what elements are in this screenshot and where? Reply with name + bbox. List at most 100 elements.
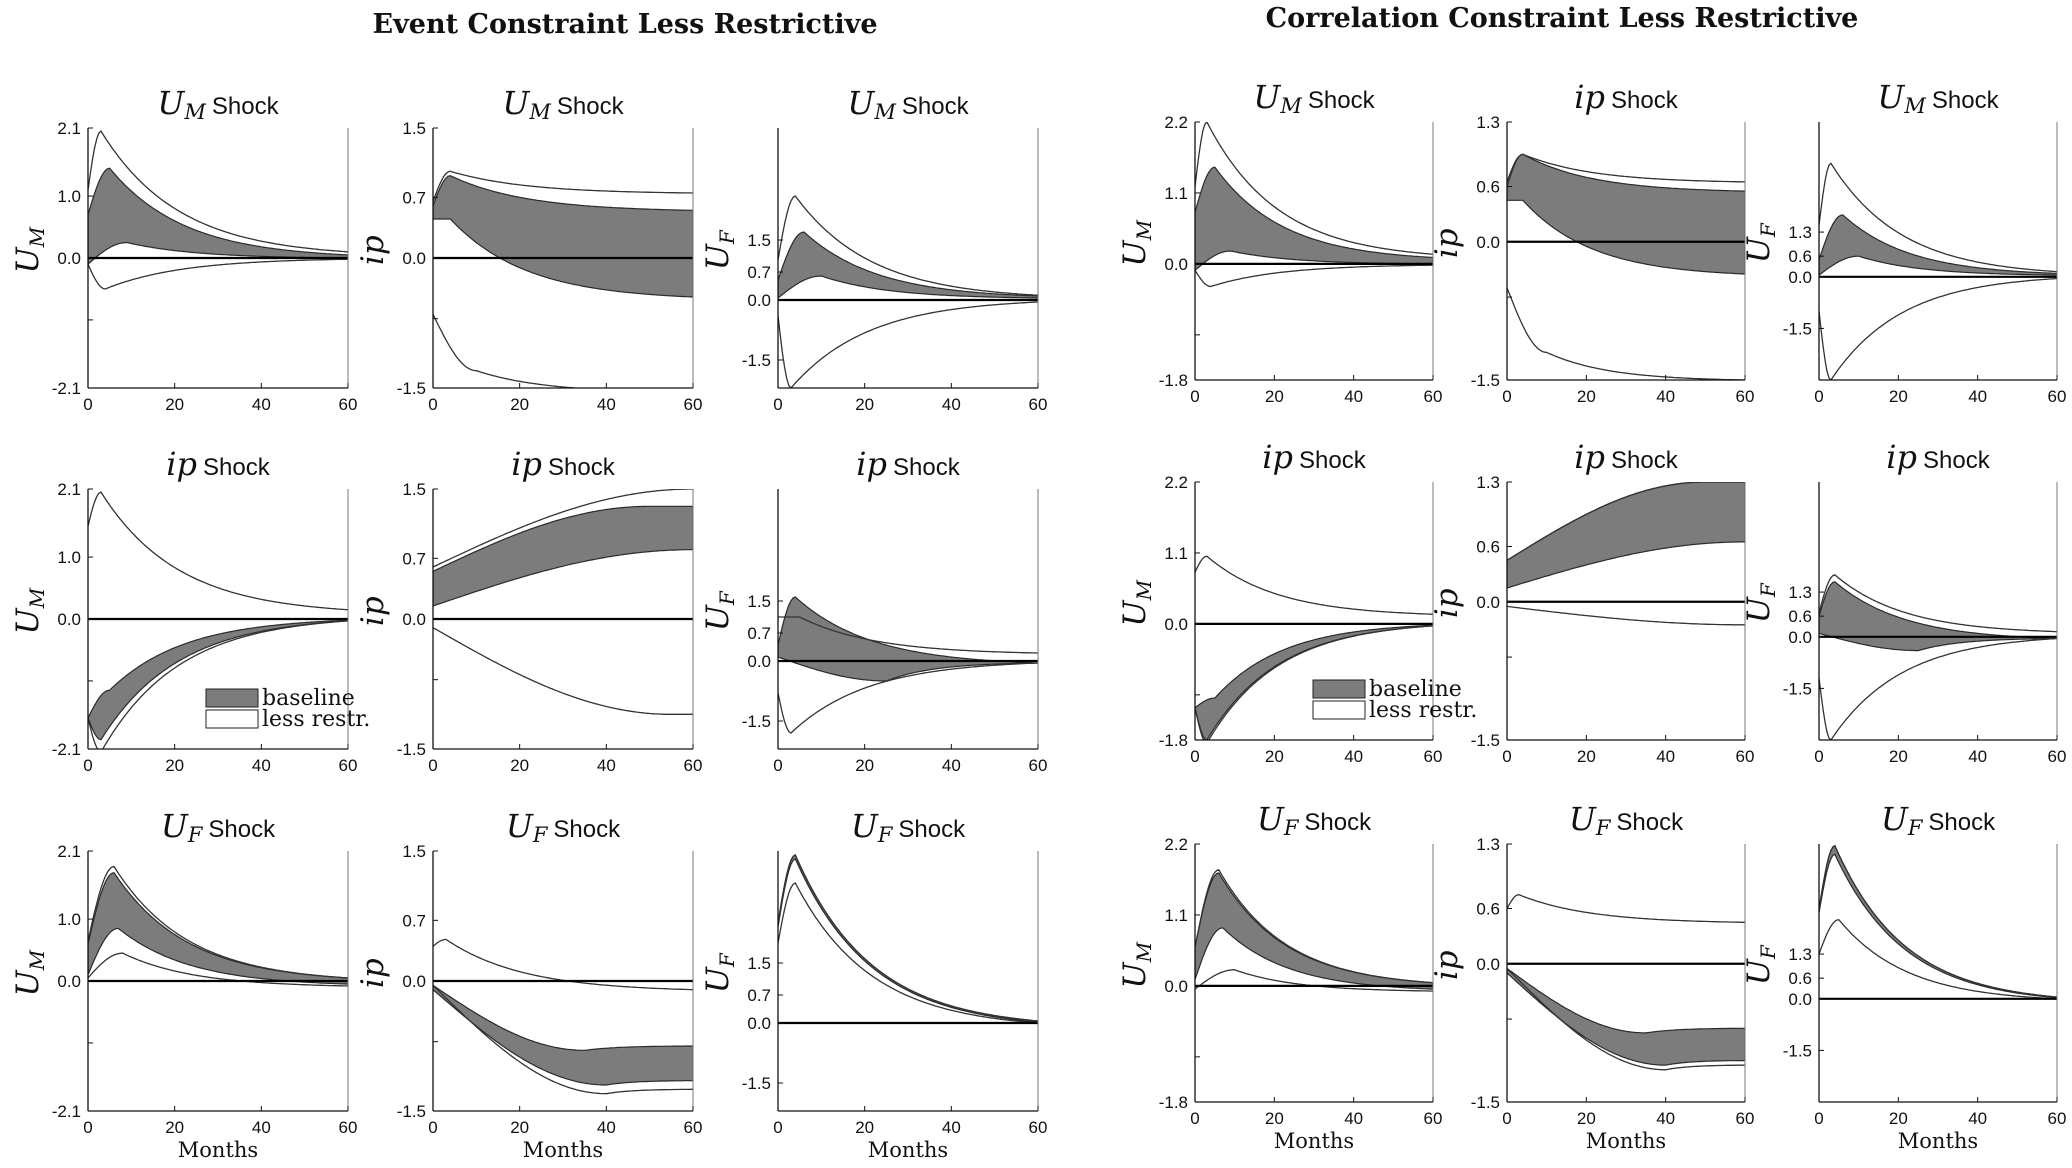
y-tick-label: 0.0 <box>402 610 426 629</box>
y-axis-label: UM <box>1117 219 1156 266</box>
panel-title: UM Shock <box>1877 78 1999 118</box>
y-axis-label: UF <box>700 952 739 993</box>
x-tick-label: 40 <box>1968 1109 1987 1128</box>
y-tick-label: 0.7 <box>747 624 771 643</box>
y-tick-label: 1.3 <box>1788 945 1812 964</box>
x-axis-label: Months <box>1274 1129 1354 1153</box>
panel-left-1-2: 1.5 0.7 0.0 -1.5 0 20 40 60 ip Shock UF <box>700 445 1047 775</box>
x-tick-label: 40 <box>1344 387 1363 406</box>
x-tick-label: 20 <box>1577 1109 1596 1128</box>
less-restrictive-lower-line <box>778 882 1038 1024</box>
less-restrictive-lower-line <box>1819 277 2057 380</box>
less-restrictive-lower-line <box>1195 264 1433 288</box>
panel-left-2-0: 2.1 1.0 0.0 -2.10 20 40 60 UF Shock UM Months <box>10 807 357 1162</box>
less-restrictive-upper-line <box>1195 869 1433 984</box>
panel-left-0-1: 1.5 0.7 0.0 -1.50 20 40 60 UM Shock ip <box>355 84 702 414</box>
y-tick-label: 1.3 <box>1476 835 1500 854</box>
y-tick-label: -1.8 <box>1159 731 1188 750</box>
panel-right-0-0: 2.2 1.1 0.0 -1.80 20 40 60 UM Shock UM <box>1117 78 1442 406</box>
x-tick-label: 20 <box>855 395 874 414</box>
panel-right-2-1: 1.3 0.6 0.0 -1.50 20 40 60 UF Shock ip Months <box>1429 800 1754 1153</box>
panel-title: ip Shock <box>511 445 615 483</box>
y-tick-label: 0.0 <box>1788 268 1812 287</box>
y-axis-label: ip <box>355 235 391 265</box>
legend-less-label: less restr. <box>262 707 370 732</box>
y-tick-label: 0.0 <box>1164 977 1188 996</box>
x-tick-label: 60 <box>339 1118 358 1137</box>
y-tick-label: 0.6 <box>1788 969 1812 988</box>
panel-title: ip Shock <box>166 445 270 483</box>
x-tick-label: 60 <box>2048 747 2067 766</box>
y-tick-label: -1.5 <box>742 712 771 731</box>
less-restrictive-lower-line <box>433 627 693 715</box>
x-tick-label: 20 <box>1265 387 1284 406</box>
x-tick-label: 20 <box>165 1118 184 1137</box>
y-tick-label: 0.7 <box>402 549 426 568</box>
panel-title: UM Shock <box>157 84 279 124</box>
x-tick-label: 40 <box>1344 747 1363 766</box>
x-tick-label: 40 <box>942 756 961 775</box>
y-tick-label: 1.5 <box>402 842 426 861</box>
y-tick-label: -1.5 <box>1783 679 1812 698</box>
y-tick-label: 1.5 <box>747 954 771 973</box>
x-axis-label: Months <box>178 1138 258 1162</box>
x-tick-label: 20 <box>855 1118 874 1137</box>
y-tick-label: -2.1 <box>52 379 81 398</box>
less-restrictive-lower-line <box>778 662 1038 734</box>
panel-right-2-0: 2.2 1.1 0.0 -1.80 20 40 60 UF Shock UM Months <box>1117 800 1442 1153</box>
y-tick-label: -1.5 <box>1783 1041 1812 1060</box>
y-axis-label: UM <box>10 226 49 273</box>
y-tick-label: 0.0 <box>1476 593 1500 612</box>
baseline-band <box>88 167 348 265</box>
less-restrictive-lower-line <box>1819 637 2057 740</box>
y-tick-label: 2.1 <box>57 480 81 499</box>
y-tick-label: -1.5 <box>397 379 426 398</box>
less-restrictive-upper-line <box>1507 482 1745 561</box>
baseline-band <box>433 505 693 607</box>
y-tick-label: 0.0 <box>1788 990 1812 1009</box>
less-restrictive-upper-line <box>433 938 693 991</box>
baseline-band <box>1819 581 2057 652</box>
y-tick-label: 0.0 <box>747 291 771 310</box>
baseline-band <box>1507 482 1745 589</box>
baseline-band <box>88 619 348 741</box>
panel-title: UF Shock <box>1257 800 1372 840</box>
x-tick-label: 0 <box>83 756 92 775</box>
y-axis-label: ip <box>355 596 391 626</box>
panel-title: UM Shock <box>502 84 624 124</box>
x-tick-label: 40 <box>942 1118 961 1137</box>
panel-right-0-1: 1.3 0.6 0.0 -1.50 20 40 60 ip Shock ip <box>1429 78 1754 406</box>
y-tick-label: 0.7 <box>747 986 771 1005</box>
y-axis-label: UM <box>10 949 49 996</box>
legend-baseline-swatch <box>205 688 259 708</box>
less-restrictive-upper-line <box>1819 844 2057 998</box>
y-tick-label: -1.5 <box>397 1102 426 1121</box>
y-tick-label: 0.0 <box>402 972 426 991</box>
y-axis-label: UF <box>1741 222 1780 263</box>
y-tick-label: 1.0 <box>57 910 81 929</box>
x-tick-label: 20 <box>1889 387 1908 406</box>
y-axis-label: UM <box>1117 579 1156 626</box>
y-tick-label: -1.5 <box>397 740 426 759</box>
x-tick-label: 60 <box>1424 387 1443 406</box>
x-axis-label: Months <box>523 1138 603 1162</box>
baseline-band <box>1195 872 1433 990</box>
y-tick-label: 2.2 <box>1164 835 1188 854</box>
y-tick-label: 0.0 <box>1788 628 1812 647</box>
less-restrictive-upper-line <box>88 130 348 253</box>
less-restrictive-upper-line <box>1195 122 1433 255</box>
x-tick-label: 20 <box>510 395 529 414</box>
y-axis-label: UF <box>1741 944 1780 985</box>
x-tick-label: 0 <box>1190 1109 1199 1128</box>
x-tick-label: 20 <box>510 1118 529 1137</box>
x-tick-label: 60 <box>1736 747 1755 766</box>
panel-right-1-2: 1.3 0.6 0.0 -1.5 0 20 40 60 ip Shock UF <box>1741 438 2066 766</box>
less-restrictive-lower-line <box>88 952 348 987</box>
y-tick-label: 0.0 <box>57 610 81 629</box>
y-tick-label: 0.7 <box>402 911 426 930</box>
y-axis-label: ip <box>1429 228 1465 258</box>
panel-left-1-1: 1.5 0.7 0.0 -1.50 20 40 60 ip Shock ip <box>355 445 702 775</box>
x-tick-label: 40 <box>597 1118 616 1137</box>
